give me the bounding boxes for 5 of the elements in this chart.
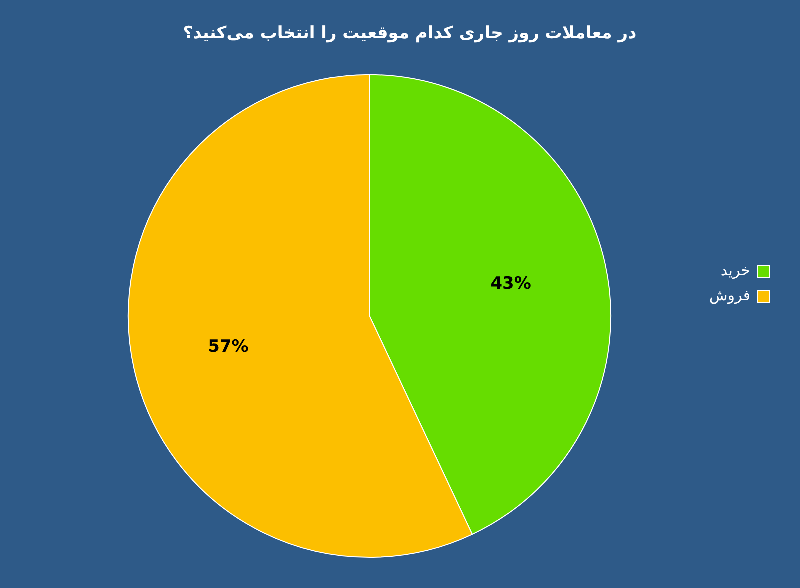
chart-title: در معاملات روز جاری کدام موقعیت را انتخاب می‌کنید؟ [183,24,638,44]
legend-label: فروش [709,286,750,304]
legend-label: خرید [720,261,750,280]
data-label: 43% [490,274,532,294]
data-label: 57% [208,337,249,358]
